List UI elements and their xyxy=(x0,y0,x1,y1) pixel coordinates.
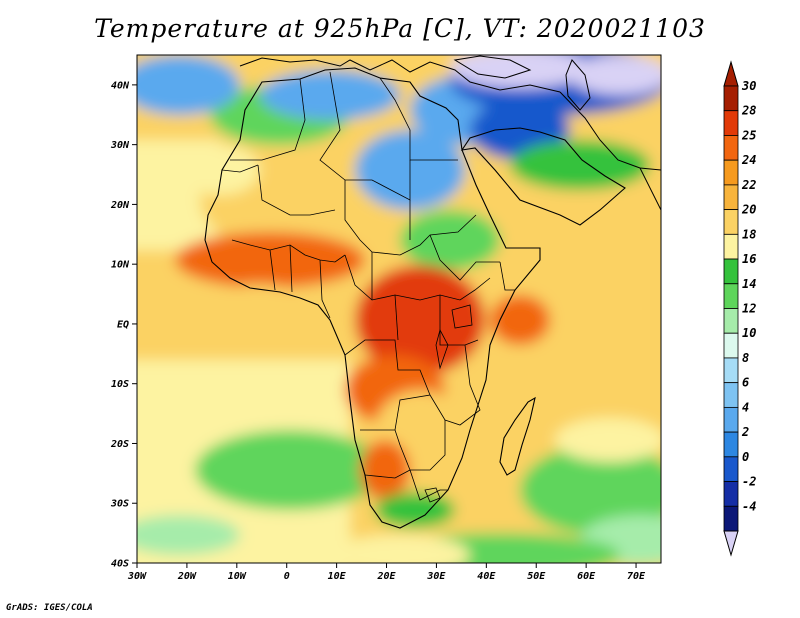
persian-gulf-coastline xyxy=(559,91,661,171)
colorbar-label: 12 xyxy=(742,302,756,316)
y-tick-label: 40N xyxy=(111,80,130,91)
colorbar-label: 22 xyxy=(741,178,756,192)
field-region xyxy=(330,535,470,563)
y-tick-label: 10N xyxy=(111,260,130,271)
field-region xyxy=(570,55,661,95)
field-region xyxy=(550,315,661,405)
y-tick-label: 30S xyxy=(110,499,129,510)
colorbar-swatch xyxy=(723,283,739,309)
caspian-coastline xyxy=(565,59,591,111)
y-tick-label: EQ xyxy=(117,319,129,330)
colorbar-over-triangle xyxy=(723,60,739,87)
black-sea-coastline xyxy=(453,55,532,79)
y-tick-label: 20N xyxy=(110,200,130,211)
colorbar-label: 28 xyxy=(741,104,756,118)
field-region xyxy=(355,265,485,375)
colorbar-swatch xyxy=(723,505,739,532)
x-tick-label: 20W xyxy=(177,571,197,582)
colorbar-label: 10 xyxy=(742,326,756,340)
x-tick-label: 30E xyxy=(426,571,446,582)
arabia-coastline xyxy=(460,127,626,226)
colorbar-label: 8 xyxy=(742,351,749,365)
field-region xyxy=(195,430,385,510)
colorbar-label: 18 xyxy=(742,227,756,241)
field-region xyxy=(605,190,661,270)
colorbar-label: 0 xyxy=(742,450,749,464)
x-tick-label: 20E xyxy=(376,571,396,582)
india-coastline xyxy=(639,167,661,211)
colorbar-label: -2 xyxy=(742,475,756,489)
colorbar-swatch xyxy=(723,357,739,384)
field-region xyxy=(450,55,590,88)
colorbar-swatch xyxy=(723,85,739,112)
colorbar-label: -4 xyxy=(742,499,756,513)
grads-credit: GrADS: IGES/COLA xyxy=(6,603,93,613)
field-region xyxy=(180,145,260,195)
colorbar-swatch xyxy=(723,308,739,334)
colorbar-label: 16 xyxy=(742,252,756,266)
x-tick-label: 30W xyxy=(127,571,147,582)
colorbar-swatch xyxy=(723,233,739,260)
x-tick-label: 40E xyxy=(477,571,496,582)
colorbar-label: 14 xyxy=(742,277,756,291)
field-region xyxy=(510,140,650,190)
y-tick-label: 30N xyxy=(110,140,130,151)
y-tick-label: 40S xyxy=(111,559,129,570)
field-region xyxy=(360,440,410,500)
colorbar-swatch xyxy=(723,431,739,458)
colorbar-label: 30 xyxy=(741,79,756,93)
colorbar-swatch xyxy=(723,209,739,235)
colorbar-swatch xyxy=(723,382,739,408)
colorbar-label: 6 xyxy=(742,376,749,390)
field-region xyxy=(375,492,455,528)
colorbar-swatch xyxy=(723,258,739,285)
colorbar-swatch xyxy=(723,456,739,482)
country-borders xyxy=(221,71,515,503)
colorbar-swatch xyxy=(723,110,739,136)
colorbar-swatch xyxy=(723,184,739,211)
field-region xyxy=(137,55,240,115)
temperature-field xyxy=(137,55,661,563)
x-tick-label: 60E xyxy=(577,571,596,582)
field-region xyxy=(137,515,240,555)
x-tick-label: 50E xyxy=(527,571,546,582)
colorbar-swatch xyxy=(723,481,739,507)
field-region xyxy=(260,70,400,120)
field-region xyxy=(555,418,661,462)
colorbar-label: 2 xyxy=(741,425,749,439)
europe-coastline xyxy=(239,57,561,93)
map-axes: 30W 20W 10W 0 10E 20E 30E 40E 50E 60E 70E 40N 30N 20N… xyxy=(110,54,662,582)
y-tick-label: 10S xyxy=(111,379,129,390)
x-tick-label: 70E xyxy=(627,571,646,582)
field-region xyxy=(520,445,661,535)
x-tick-label: 10W xyxy=(228,571,247,582)
colorbar-label: 25 xyxy=(741,128,756,142)
colorbar-label: 4 xyxy=(742,400,749,414)
x-tick-label: 0 xyxy=(284,571,290,582)
colorbar-swatch xyxy=(723,406,739,433)
colorbar-label: 20 xyxy=(741,203,756,217)
colorbar-under-triangle xyxy=(723,530,739,557)
plot-frame xyxy=(136,54,662,564)
x-tick-label: 10E xyxy=(328,571,347,582)
field-region xyxy=(175,232,365,288)
y-tick-label: 20S xyxy=(110,439,129,450)
colorbar-swatch xyxy=(723,332,739,359)
map-title: Temperature at 925hPa [C], VT: 202002110… xyxy=(94,14,706,43)
field-region xyxy=(400,210,500,270)
field-region xyxy=(490,295,550,345)
colorbar-swatch xyxy=(723,159,739,186)
madagascar-coastline xyxy=(499,396,536,476)
colorbar-swatch xyxy=(723,135,739,161)
colorbar-label: 24 xyxy=(741,153,756,167)
